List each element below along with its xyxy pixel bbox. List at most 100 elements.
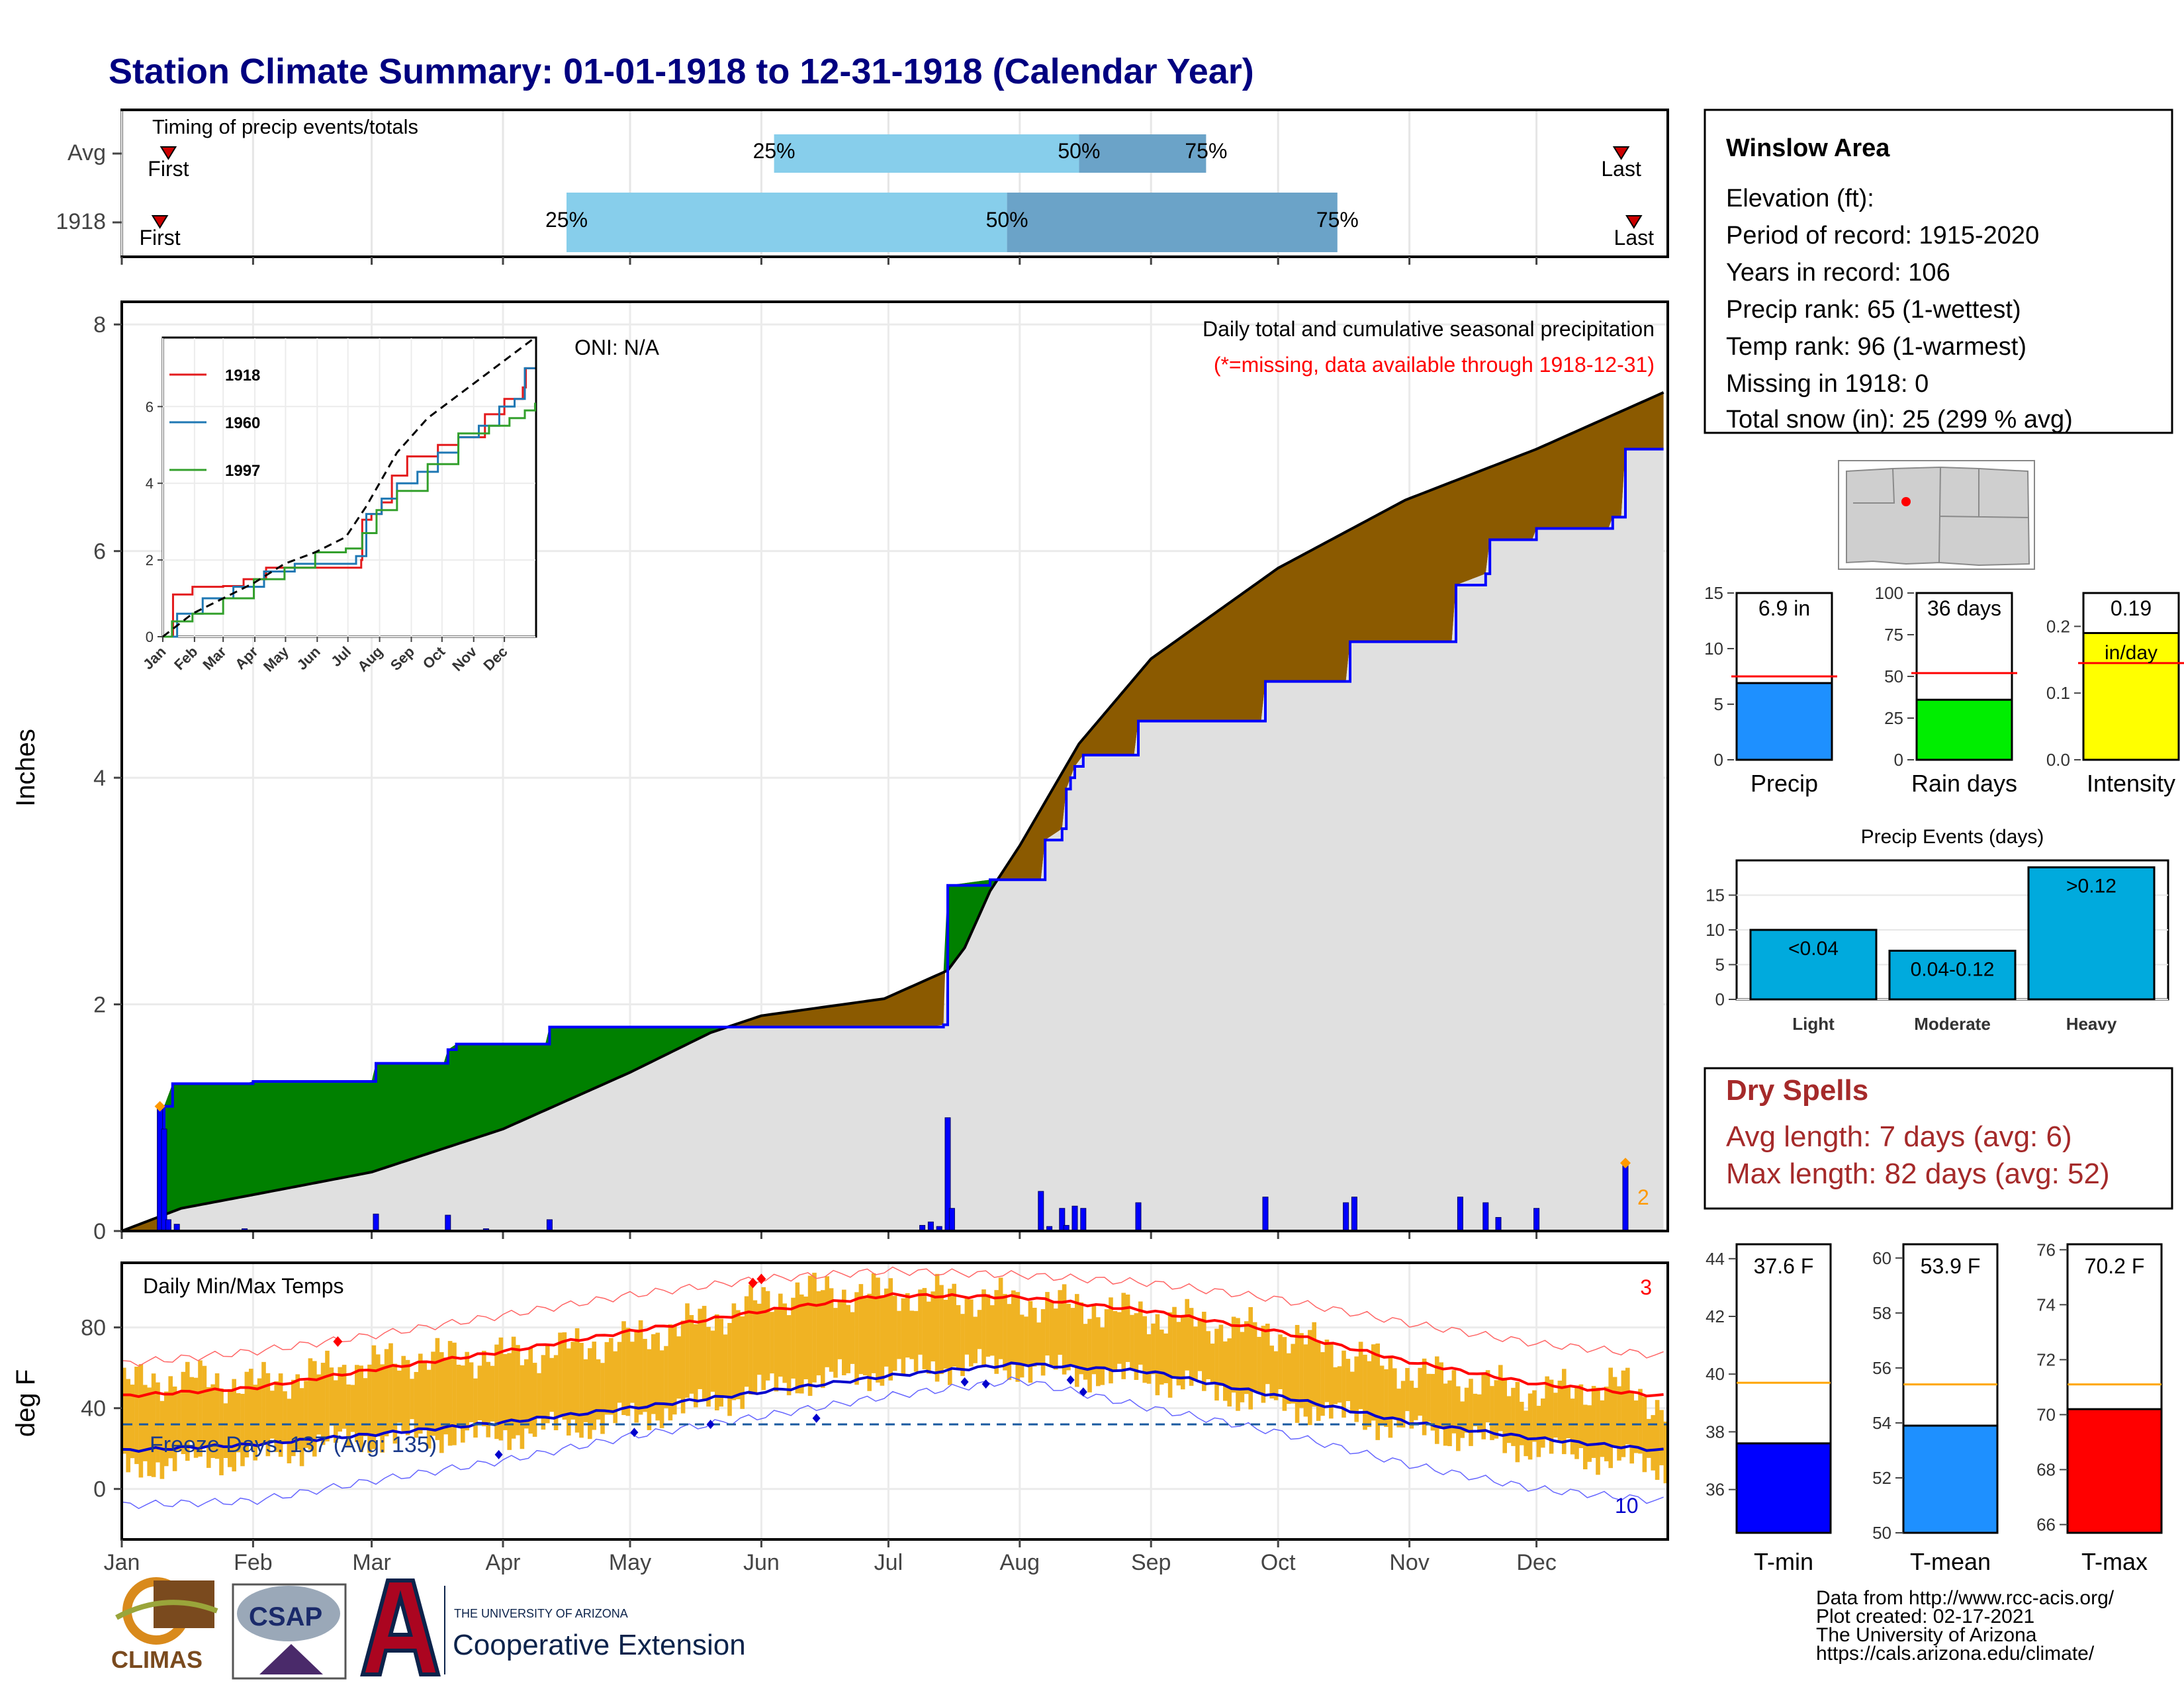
daily-temp-bar bbox=[541, 1355, 546, 1430]
precip-y-axis: 0 2 4 6 8 bbox=[93, 312, 122, 1244]
daily-temp-bar bbox=[604, 1342, 610, 1415]
temp-bar-value-label: 53.9 F bbox=[1921, 1254, 1981, 1278]
temp-bar-name: T-max bbox=[2081, 1548, 2148, 1575]
daily-temp-bar bbox=[1536, 1406, 1541, 1457]
temp-bar-y-tick-label: 52 bbox=[1872, 1468, 1891, 1488]
temp-x-tick-label: Nov bbox=[1389, 1550, 1429, 1575]
daily-temp-bar bbox=[1054, 1308, 1058, 1370]
timing-pct-label: 75% bbox=[1316, 208, 1359, 232]
daily-temp-bar bbox=[452, 1342, 457, 1445]
precip-base-area bbox=[122, 449, 1664, 1231]
daily-temp-bar bbox=[1227, 1338, 1232, 1407]
daily-temp-bar bbox=[600, 1363, 605, 1434]
precip-main-panel: 0 2 4 6 8 Inches ONI: N/A Daily total and cu… bbox=[11, 300, 1669, 1244]
daily-temp-bar bbox=[1396, 1389, 1401, 1428]
precip-count-label: 2 bbox=[1637, 1185, 1649, 1209]
daily-temp-bar bbox=[795, 1282, 800, 1394]
daily-temp-bar bbox=[744, 1296, 749, 1387]
daily-temp-bar bbox=[401, 1355, 406, 1432]
daily-temp-bar bbox=[694, 1324, 698, 1408]
daily-temp-bar bbox=[1527, 1393, 1533, 1460]
daily-temp-bar bbox=[897, 1310, 901, 1359]
summary-y-tick-label: 10 bbox=[1704, 639, 1723, 659]
daily-temp-bar bbox=[355, 1365, 359, 1442]
daily-precip-bar bbox=[546, 1219, 553, 1232]
temp-bar-y-tick-label: 74 bbox=[2036, 1295, 2056, 1314]
inset-legend-label: 1918 bbox=[225, 367, 260, 385]
daily-temp-bar bbox=[1070, 1308, 1075, 1366]
precip-y-axis-title: Inches bbox=[11, 729, 40, 807]
daily-temp-bar bbox=[969, 1299, 974, 1367]
precip-y-tick-label: 4 bbox=[93, 766, 106, 791]
daily-temp-bar bbox=[380, 1364, 385, 1453]
events-bar bbox=[1888, 950, 2017, 1001]
record-high-marker bbox=[333, 1336, 343, 1347]
daily-temp-bar bbox=[1244, 1321, 1249, 1394]
daily-temp-bar bbox=[956, 1304, 961, 1370]
daily-temp-bar bbox=[680, 1320, 686, 1414]
daily-temp-bar bbox=[1612, 1377, 1617, 1448]
daily-precip-bar bbox=[1351, 1197, 1357, 1232]
daily-temp-bar bbox=[964, 1299, 970, 1355]
daily-precip-bar bbox=[445, 1214, 451, 1232]
daily-temp-bar bbox=[210, 1384, 215, 1458]
summary-bar-name: Intensity bbox=[2087, 770, 2175, 797]
daily-precip-bar bbox=[1135, 1202, 1142, 1232]
normal-cumulative-line bbox=[121, 391, 1664, 1232]
ua-logo-small-text: THE UNIVERSITY OF ARIZONA bbox=[454, 1607, 628, 1620]
daily-temp-bar bbox=[1146, 1334, 1152, 1384]
summary-y-tick-label: 50 bbox=[1884, 666, 1903, 686]
daily-temp-bar bbox=[1392, 1368, 1397, 1418]
daily-temp-bar bbox=[528, 1348, 533, 1434]
summary-y-tick-label: 15 bbox=[1704, 583, 1723, 603]
dry-spells-line: Max length: 82 days (avg: 52) bbox=[1726, 1158, 2110, 1190]
daily-temp-bar bbox=[308, 1358, 313, 1450]
daily-temp-bar bbox=[431, 1351, 435, 1436]
daily-temp-bar bbox=[952, 1283, 956, 1367]
daily-temp-bar bbox=[592, 1342, 596, 1430]
daily-temp-bar bbox=[850, 1312, 855, 1364]
daily-temp-bar bbox=[177, 1393, 181, 1451]
daily-temp-bar bbox=[376, 1354, 381, 1437]
daily-temp-bar bbox=[181, 1371, 186, 1455]
events-bar-label: >0.12 bbox=[2066, 876, 2116, 897]
temp-bar-name: T-mean bbox=[1910, 1548, 1991, 1575]
events-bar-label: 0.04-0.12 bbox=[1911, 959, 1995, 981]
daily-temp-bar bbox=[829, 1288, 834, 1372]
daily-temp-bar bbox=[625, 1328, 631, 1416]
daily-temp-bar bbox=[498, 1337, 504, 1441]
dry-spells-box: Dry Spells Avg length: 7 days (avg: 6) M… bbox=[1704, 1067, 2173, 1210]
daily-temp-bar bbox=[770, 1312, 774, 1374]
inset-y-tick-label: 0 bbox=[146, 629, 154, 645]
daily-temp-bar bbox=[1350, 1371, 1355, 1414]
daily-precip-bar bbox=[1262, 1197, 1269, 1232]
timing-panel: 25% 50% 75% First Last 25% 50% 75% First Last Tim… bbox=[56, 109, 1669, 265]
daily-temp-bar bbox=[816, 1291, 821, 1376]
temp-bar-y-tick-label: 70 bbox=[2036, 1404, 2056, 1424]
events-bar bbox=[2027, 866, 2156, 1001]
daily-temp-bar bbox=[532, 1363, 537, 1437]
daily-temp-bar bbox=[1113, 1310, 1118, 1371]
daily-temp-bar bbox=[668, 1324, 673, 1421]
daily-temp-bar bbox=[1040, 1309, 1046, 1376]
daily-temp-bar bbox=[727, 1322, 732, 1416]
daily-temp-bar bbox=[1036, 1322, 1041, 1365]
daily-temp-bar bbox=[1083, 1324, 1088, 1380]
daily-temp-bar bbox=[494, 1344, 499, 1440]
daily-temp-bar bbox=[960, 1314, 965, 1377]
daily-temp-bar bbox=[1464, 1387, 1469, 1433]
daily-temp-bar bbox=[1181, 1316, 1185, 1390]
freeze-days-label: Freeze Days: 137 (Avg: 135) bbox=[150, 1432, 437, 1457]
temp-y-axis-title: deg F bbox=[11, 1369, 40, 1437]
ua-logo-big-text: Cooperative Extension bbox=[453, 1629, 746, 1661]
daily-temp-bar bbox=[1379, 1365, 1385, 1426]
daily-temp-bar bbox=[283, 1391, 287, 1444]
daily-temp-bar bbox=[456, 1365, 461, 1428]
daily-temp-bar bbox=[1367, 1361, 1372, 1428]
daily-temp-bar bbox=[1596, 1387, 1600, 1475]
daily-temp-bar bbox=[1189, 1308, 1194, 1386]
summary-value-unit: in/day bbox=[2105, 642, 2158, 664]
daily-precip-bar bbox=[1343, 1202, 1349, 1232]
daily-temp-bar bbox=[134, 1366, 139, 1465]
daily-temp-bar bbox=[1024, 1316, 1028, 1367]
